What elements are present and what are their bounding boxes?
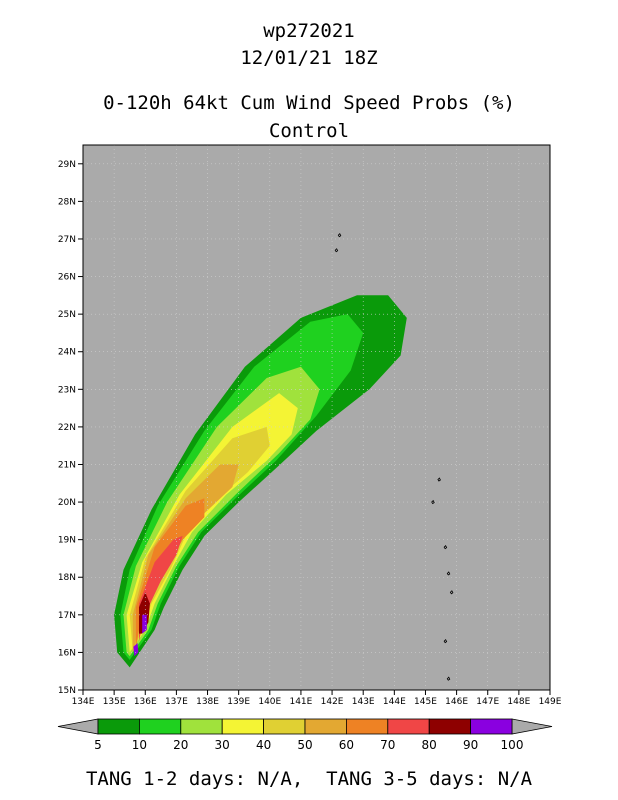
x-tick-label: 146E	[445, 697, 468, 707]
contour-90	[142, 614, 147, 634]
island-outline	[443, 638, 448, 644]
legend-swatch	[304, 718, 347, 735]
legend-label: 40	[256, 738, 271, 752]
contour-60	[135, 498, 205, 649]
contour-layer	[114, 295, 407, 668]
x-tick-label: 143E	[352, 697, 375, 707]
island-outline	[431, 499, 435, 505]
island-outline	[334, 248, 339, 253]
y-tick-label: 28N	[58, 197, 76, 207]
x-tick-label: 140E	[258, 697, 281, 707]
x-tick-label: 145E	[414, 697, 437, 707]
island-outline	[446, 676, 451, 681]
legend-swatch	[138, 718, 182, 735]
contour-40	[129, 426, 270, 653]
y-axis: 15N 16N 17N 18N 19N 20N 21N 22N 23N 24N 25N 26N 27N 2…	[58, 160, 83, 696]
contour-70	[139, 535, 183, 642]
legend-swatch	[345, 718, 389, 735]
legend-label: 20	[173, 738, 188, 752]
y-tick-label: 24N	[58, 348, 76, 358]
product-title: 0-120h 64kt Cum Wind Speed Probs (%)	[103, 92, 515, 114]
x-tick-label: 139E	[227, 697, 250, 707]
legend-swatch	[387, 718, 430, 735]
legend-swatch	[97, 718, 140, 735]
island-outline	[449, 590, 454, 595]
y-tick-label: 17N	[58, 611, 76, 621]
legend-swatch	[428, 718, 472, 735]
contour-80	[139, 592, 150, 634]
y-tick-label: 29N	[58, 160, 76, 170]
legend-label: 60	[339, 738, 354, 752]
legend-label: 5	[94, 738, 102, 752]
datetime-title: 12/01/21 18Z	[240, 47, 378, 69]
x-tick-label: 134E	[72, 697, 95, 707]
y-tick-label: 21N	[58, 460, 76, 470]
legend-swatch	[180, 718, 223, 735]
legend-low-arrow	[57, 718, 99, 735]
x-tick-label: 149E	[539, 697, 562, 707]
x-tick-label: 135E	[103, 697, 126, 707]
run-title: Control	[268, 120, 350, 142]
legend-label: 100	[501, 738, 524, 752]
islands	[334, 233, 454, 681]
island-outline	[446, 571, 451, 576]
y-tick-label: 16N	[58, 648, 76, 658]
legend-swatch	[470, 718, 513, 735]
island-outline	[337, 233, 342, 238]
x-axis: 134E 135E 136E 137E 138E 139E 140E 141E 142E 143E…	[72, 690, 562, 707]
y-tick-label: 26N	[58, 273, 76, 283]
x-tick-label: 148E	[507, 697, 530, 707]
legend-swatch	[263, 718, 306, 735]
storm-id-title: wp272021	[263, 20, 355, 42]
color-legend: 5 10 20 30 40 50 60 70 80 90 100	[57, 718, 553, 752]
legend-label: 80	[422, 738, 437, 752]
y-tick-label: 23N	[58, 385, 76, 395]
x-tick-label: 142E	[321, 697, 344, 707]
x-tick-label: 137E	[165, 697, 188, 707]
x-tick-label: 147E	[476, 697, 499, 707]
contour-100	[133, 643, 139, 657]
legend-label: 30	[215, 738, 230, 752]
y-tick-label: 25N	[58, 310, 76, 320]
legend-swatch	[221, 718, 264, 735]
x-tick-label: 136E	[134, 697, 157, 707]
legend-high-arrow	[511, 718, 553, 735]
x-tick-label: 144E	[383, 697, 406, 707]
y-tick-label: 22N	[58, 423, 76, 433]
y-tick-label: 19N	[58, 536, 76, 546]
grid-lines	[83, 145, 550, 690]
tang-footer: TANG 1-2 days: N/A, TANG 3-5 days: N/A	[85, 768, 533, 790]
legend-label: 10	[132, 738, 147, 752]
x-tick-label: 138E	[196, 697, 219, 707]
y-tick-label: 15N	[58, 686, 76, 696]
map-frame	[82, 144, 551, 691]
x-tick-label: 141E	[289, 697, 312, 707]
y-tick-label: 20N	[58, 498, 76, 508]
legend-label: 90	[463, 738, 478, 752]
y-tick-label: 18N	[58, 573, 76, 583]
legend-label: 70	[380, 738, 395, 752]
island-outline	[437, 477, 441, 482]
y-tick-label: 27N	[58, 235, 76, 245]
legend-label: 50	[297, 738, 312, 752]
island-outline	[443, 544, 448, 550]
